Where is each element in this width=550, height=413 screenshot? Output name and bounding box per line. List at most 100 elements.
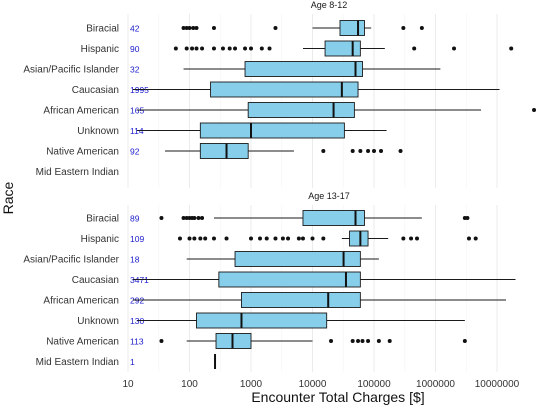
- box: [349, 230, 369, 247]
- box: [215, 333, 252, 349]
- outlier-point: [398, 149, 403, 153]
- box-group: Mid Eastern Indian 1: [36, 354, 217, 369]
- outlier-point: [310, 236, 315, 241]
- outlier-point: [273, 236, 278, 241]
- box-group: Native American 113: [46, 333, 467, 349]
- x-axis-title: Encounter Total Charges [$]: [251, 389, 424, 405]
- category-label: Caucasian: [72, 275, 119, 286]
- outlier-point: [350, 339, 355, 343]
- outlier-point: [379, 149, 384, 153]
- category-label: African American: [43, 106, 119, 117]
- category-label: Biracial: [86, 24, 119, 35]
- outlier-point: [300, 236, 305, 241]
- box: [324, 40, 361, 57]
- outlier-point: [257, 236, 262, 241]
- box: [302, 210, 365, 226]
- outlier-point: [286, 236, 291, 241]
- outlier-point: [227, 46, 232, 51]
- outlier-point: [159, 216, 164, 220]
- x-tick-label: 1000: [240, 379, 263, 390]
- category-label: Biracial: [86, 214, 119, 225]
- box-group: Caucasian 1995: [72, 81, 500, 98]
- category-label: Mid Eastern Indian: [36, 167, 119, 178]
- box: [199, 122, 345, 139]
- facet-panel: Age 8-12 Biracial 42 Hispanic 90 Asian/Pacifi…: [23, 0, 537, 188]
- outlier-point: [376, 339, 381, 343]
- outlier-point: [280, 236, 285, 241]
- outlier-point: [473, 236, 478, 241]
- outlier-point: [264, 236, 269, 241]
- category-label: African American: [43, 296, 119, 307]
- outlier-point: [184, 26, 189, 30]
- x-tick-label: 100000: [357, 379, 391, 390]
- outlier-point: [200, 46, 205, 51]
- box-group: Mid Eastern Indian: [36, 167, 119, 178]
- outlier-point: [366, 149, 371, 153]
- outlier-point: [401, 236, 406, 241]
- outlier-point: [192, 216, 197, 220]
- x-axis: 10 100 1000 10000 100000 1000000 10000000: [122, 379, 519, 390]
- box: [196, 312, 328, 329]
- category-label: Native American: [46, 337, 119, 348]
- panels-layer: Age 8-12 Biracial 42 Hispanic 90 Asian/Pacifi…: [23, 0, 537, 372]
- outlier-point: [387, 339, 392, 343]
- count-label: 90: [130, 44, 140, 54]
- box: [199, 143, 249, 159]
- box-group: Unknown 130: [77, 312, 465, 329]
- outlier-point: [159, 339, 164, 343]
- outlier-point: [509, 46, 514, 51]
- box-group: Asian/Pacific Islander 18: [23, 251, 379, 267]
- outlier-point: [267, 46, 272, 51]
- box: [234, 251, 361, 267]
- outlier-point: [220, 46, 225, 51]
- outlier-point: [181, 216, 186, 220]
- outlier-point: [350, 149, 355, 153]
- box: [247, 102, 355, 118]
- category-label: Asian/Pacific Islander: [23, 255, 119, 266]
- category-label: Unknown: [77, 316, 119, 327]
- x-tick-label: 100: [181, 379, 198, 390]
- outlier-point: [191, 26, 196, 30]
- count-label: 113: [130, 337, 144, 347]
- outlier-point: [192, 236, 197, 241]
- count-label: 109: [130, 234, 144, 244]
- count-label: 92: [130, 147, 140, 157]
- category-label: Caucasian: [72, 85, 119, 96]
- category-label: Native American: [46, 147, 119, 158]
- outlier-point: [211, 26, 216, 30]
- outlier-point: [259, 46, 264, 51]
- box: [339, 20, 365, 36]
- count-label: 89: [130, 214, 140, 224]
- outlier-point: [190, 46, 195, 51]
- outlier-point: [177, 236, 182, 241]
- x-tick-label: 1000000: [416, 379, 455, 390]
- outlier-point: [366, 339, 371, 343]
- box-group: Biracial 42: [86, 20, 424, 36]
- outlier-point: [372, 149, 377, 153]
- box-group: African American 165: [43, 102, 537, 118]
- facet-title: Age 8-12: [311, 0, 348, 10]
- y-axis-title: Race: [0, 181, 16, 214]
- outlier-point: [414, 236, 419, 241]
- box-group: Hispanic 90: [81, 40, 514, 57]
- category-label: Unknown: [77, 126, 119, 137]
- outlier-point: [211, 46, 216, 51]
- count-label: 1: [130, 357, 135, 367]
- outlier-point: [466, 236, 471, 241]
- outlier-point: [184, 216, 189, 220]
- outlier-point: [465, 216, 470, 220]
- category-label: Asian/Pacific Islander: [23, 65, 119, 76]
- outlier-point: [194, 46, 199, 51]
- box: [241, 292, 361, 308]
- x-tick-label: 10000000: [475, 379, 520, 390]
- outlier-point: [412, 46, 417, 51]
- outlier-point: [296, 236, 301, 241]
- outlier-point: [184, 46, 189, 51]
- outlier-point: [532, 108, 537, 112]
- outlier-point: [211, 236, 216, 241]
- outlier-point: [224, 236, 229, 241]
- outlier-point: [233, 46, 238, 51]
- outlier-point: [321, 149, 326, 153]
- category-label: Hispanic: [81, 44, 119, 55]
- outlier-point: [181, 26, 186, 30]
